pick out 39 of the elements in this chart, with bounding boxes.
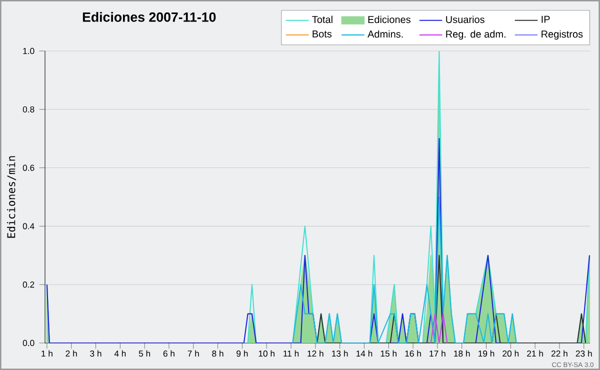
x-tick-label: 21 h xyxy=(527,350,543,357)
x-tick-label: 13 h xyxy=(332,350,348,357)
legend-label: Usuarios xyxy=(446,16,484,24)
x-tick-label: 15 h xyxy=(380,350,396,357)
x-tick-label: 1 h xyxy=(42,350,52,357)
x-tick-label: 12 h xyxy=(308,350,324,357)
y-axis-title: Ediciones/min xyxy=(6,156,16,238)
x-tick-label: 22 h xyxy=(551,350,568,357)
x-tick-label: 5 h xyxy=(138,350,150,357)
legend-label: IP xyxy=(542,16,550,23)
x-tick-label: 4 h xyxy=(114,350,126,357)
legend-label: Total xyxy=(312,16,332,24)
x-tick-label: 2 h xyxy=(66,350,77,357)
x-tick-label: 11 h xyxy=(284,350,299,357)
x-tick-label: 10 h xyxy=(258,350,274,357)
y-tick-label: 0.8 xyxy=(22,106,34,112)
x-tick-label: 17 h xyxy=(430,350,446,357)
x-tick-label: 7 h xyxy=(188,350,199,357)
x-tick-label: 19 h xyxy=(478,350,494,357)
x-tick-label: 14 h xyxy=(356,350,372,357)
legend-label: Registros xyxy=(542,30,583,40)
x-tick-label: 9 h xyxy=(236,350,248,357)
legend-label: Ediciones xyxy=(368,16,411,24)
y-tick-label: 0.4 xyxy=(22,223,34,230)
x-tick-label: 18 h xyxy=(454,350,470,357)
x-tick-label: 23 h xyxy=(576,350,592,357)
x-tick-label: 3 h xyxy=(90,350,102,357)
y-tick-label: 0.2 xyxy=(22,282,34,288)
y-tick-label: 1.0 xyxy=(23,48,34,54)
legend-label: Admins. xyxy=(368,30,403,38)
x-tick-label: 6 h xyxy=(163,350,174,357)
x-tick-label: 20 h xyxy=(502,350,519,357)
legend-label: Reg. de adm. xyxy=(446,30,506,40)
y-tick-label: 0.6 xyxy=(22,164,34,171)
x-tick-label: 16 h xyxy=(405,350,421,357)
legend-label: Bots xyxy=(312,30,332,38)
chart-title: Ediciones 2007-11-10 xyxy=(82,12,216,22)
y-tick-label: 0.0 xyxy=(22,340,34,346)
x-tick-label: 8 h xyxy=(212,350,224,357)
